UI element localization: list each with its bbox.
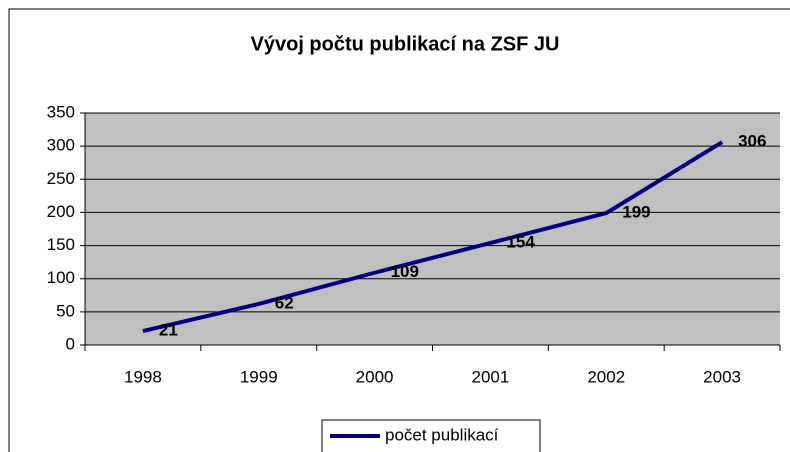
x-tick-label: 2000 (356, 367, 394, 386)
x-tick-label: 2002 (587, 367, 625, 386)
data-label: 62 (275, 293, 294, 312)
y-tick-label: 0 (66, 334, 75, 353)
y-tick-label: 50 (56, 301, 75, 320)
y-tick-label: 300 (47, 136, 75, 155)
x-tick-label: 1998 (124, 367, 162, 386)
y-tick-label: 100 (47, 268, 75, 287)
y-tick-label: 200 (47, 202, 75, 221)
y-tick-label: 350 (47, 102, 75, 121)
legend-label: počet publikací (385, 425, 499, 444)
data-label: 154 (506, 232, 535, 251)
data-label: 21 (159, 321, 178, 340)
data-label: 199 (622, 203, 650, 222)
data-label: 109 (391, 262, 419, 281)
data-label: 306 (738, 132, 766, 151)
plot-area (85, 113, 780, 345)
chart-title: Vývoj počtu publikací na ZSF JU (251, 33, 560, 55)
x-tick-label: 2003 (703, 367, 741, 386)
series-line (142, 140, 724, 334)
y-tick-label: 150 (47, 235, 75, 254)
x-tick-label: 2001 (472, 367, 510, 386)
y-tick-label: 250 (47, 169, 75, 188)
x-tick-label: 1999 (240, 367, 278, 386)
